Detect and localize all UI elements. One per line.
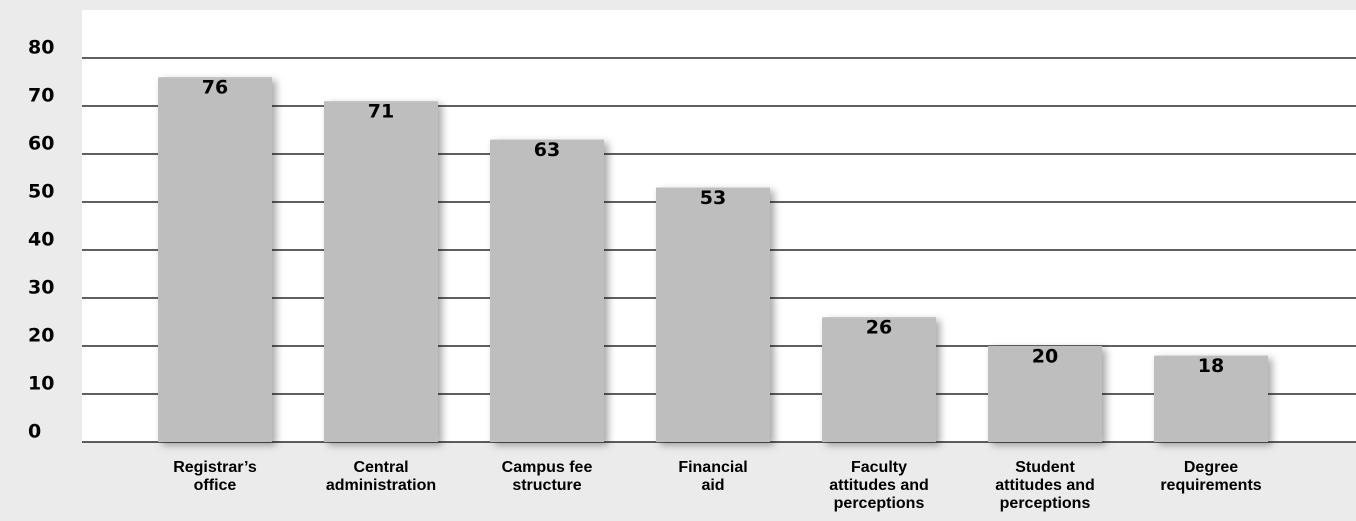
- y-tick-label: 10: [28, 373, 54, 395]
- y-tick-label: 70: [28, 85, 54, 107]
- bar: [158, 77, 272, 442]
- x-tick-label: Registrar’s office: [173, 459, 257, 494]
- y-tick-label: 50: [28, 181, 54, 203]
- data-label: 63: [534, 139, 560, 161]
- data-label: 20: [1032, 346, 1058, 368]
- y-tick-label: 30: [28, 277, 54, 299]
- y-tick-label: 40: [28, 229, 54, 251]
- data-label: 26: [866, 317, 892, 339]
- bar: [324, 101, 438, 442]
- data-label: 53: [700, 187, 726, 209]
- y-tick-label: 80: [28, 37, 54, 59]
- x-tick-label: Financial aid: [678, 459, 748, 494]
- x-tick-label: Degree requirements: [1160, 459, 1262, 494]
- data-label: 18: [1198, 355, 1224, 377]
- bar: [490, 139, 604, 442]
- y-tick-label: 20: [28, 325, 54, 347]
- data-label: 71: [368, 101, 394, 123]
- x-tick-label: Campus fee structure: [501, 459, 593, 494]
- x-tick-label: Central administration: [325, 459, 437, 494]
- x-tick-label: Student attitudes and perceptions: [995, 459, 1095, 512]
- bar: [822, 317, 936, 442]
- x-tick-label: Faculty attitudes and perceptions: [829, 459, 929, 512]
- bar: [1154, 355, 1268, 442]
- y-tick-label: 0: [28, 421, 41, 443]
- bar: [656, 187, 770, 442]
- y-tick-label: 60: [28, 133, 54, 155]
- bar: [988, 346, 1102, 442]
- data-label: 76: [202, 77, 228, 99]
